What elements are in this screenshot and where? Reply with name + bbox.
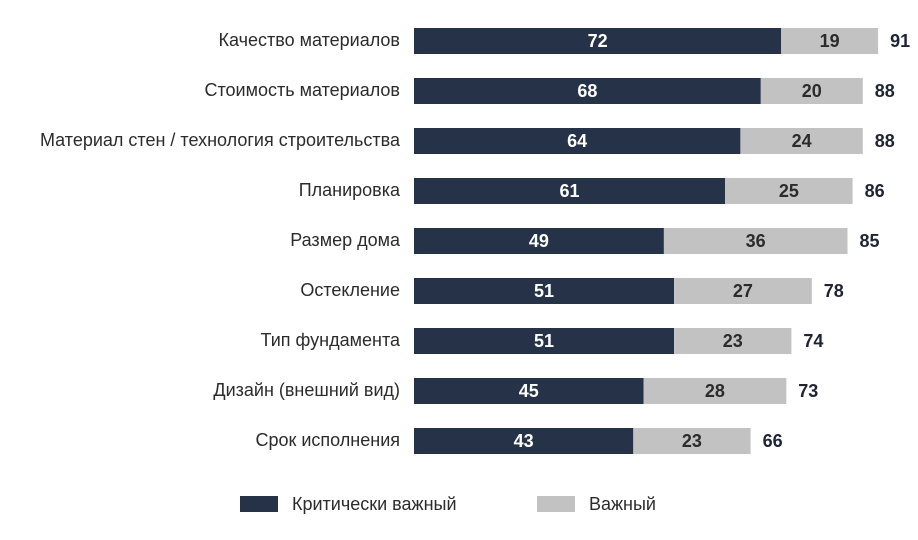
total-label: 88 [875,81,895,101]
bar-segment [414,428,634,454]
category-label: Размер дома [290,230,401,250]
value-label: 28 [705,381,725,401]
value-label: 45 [519,381,539,401]
bar-segment [414,378,644,404]
bar-segment [414,128,741,154]
bar-segment [643,378,787,404]
bar-segment [414,28,782,54]
category-label: Остекление [300,280,400,300]
category-label: Планировка [299,180,401,200]
legend-swatch [240,496,278,512]
category-label: Качество материалов [218,30,400,50]
category-label: Дизайн (внешний вид) [213,380,400,400]
bar-segment [781,28,879,54]
legend-label: Критически важный [292,494,457,514]
total-label: 86 [865,181,885,201]
value-label: 19 [820,31,840,51]
category-label: Материал стен / технология строительства [40,130,401,150]
total-label: 85 [860,231,880,251]
value-label: 51 [534,281,554,301]
value-label: 43 [514,431,534,451]
bar-segment [725,178,853,204]
legend-swatch [537,496,575,512]
category-label: Тип фундамента [261,330,401,350]
value-label: 20 [802,81,822,101]
value-label: 24 [792,131,812,151]
bar-segment [663,228,848,254]
total-label: 88 [875,131,895,151]
value-label: 27 [733,281,753,301]
category-label: Стоимость материалов [204,80,400,100]
bar-segment [633,428,751,454]
value-label: 25 [779,181,799,201]
value-label: 64 [567,131,587,151]
total-label: 66 [763,431,783,451]
value-label: 49 [529,231,549,251]
value-label: 51 [534,331,554,351]
bar-segment [674,328,792,354]
total-label: 74 [803,331,823,351]
value-label: 72 [588,31,608,51]
bar-segment [414,278,675,304]
bar-segment [414,78,761,104]
bar-segment [414,178,726,204]
value-label: 23 [682,431,702,451]
bar-segment [414,228,664,254]
value-label: 68 [577,81,597,101]
bar-segment [414,328,675,354]
total-label: 91 [890,31,910,51]
bar-segment [760,78,863,104]
value-label: 23 [723,331,743,351]
category-label: Срок исполнения [255,430,400,450]
total-label: 78 [824,281,844,301]
total-label: 73 [798,381,818,401]
value-label: 36 [746,231,766,251]
bar-segment [740,128,863,154]
value-label: 61 [560,181,580,201]
bar-segment [674,278,812,304]
legend-label: Важный [589,494,656,514]
